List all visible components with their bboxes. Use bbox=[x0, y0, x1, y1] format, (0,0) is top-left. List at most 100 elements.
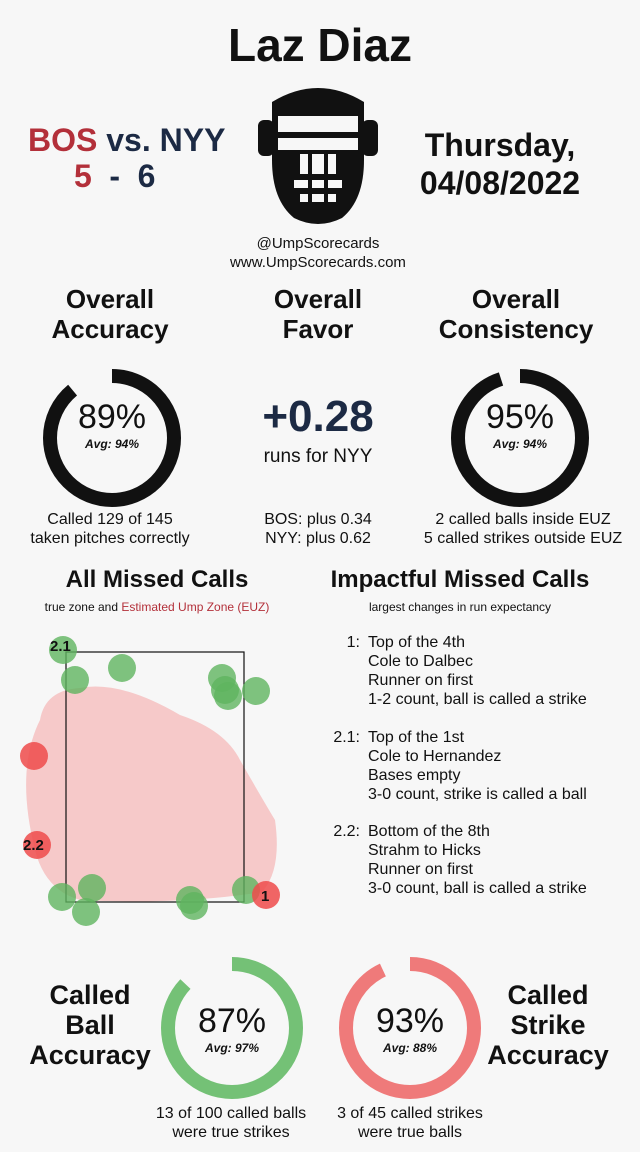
strike-accuracy-caption-line1: 3 of 45 called strikes bbox=[337, 1105, 483, 1122]
consistency-ring-arc bbox=[451, 369, 589, 507]
consistency-ring bbox=[451, 369, 589, 507]
impactful-heading: Impactful Missed Calls bbox=[330, 566, 590, 593]
accuracy-caption-line1: Called 129 of 145 bbox=[47, 511, 173, 528]
impactful-item-2-2: 2.2: Bottom of the 8th Strahm to Hicks R… bbox=[320, 822, 620, 902]
home-score: 6 bbox=[137, 158, 156, 194]
score-dash: - bbox=[109, 158, 121, 194]
matchup: BOS vs. NYY bbox=[28, 122, 225, 159]
accuracy-caption: Called 129 of 145 taken pitches correctl… bbox=[0, 510, 220, 548]
ball-accuracy-heading-line2: Ball bbox=[65, 1010, 115, 1040]
missed-ball-point bbox=[72, 898, 100, 926]
missed-ball-point bbox=[48, 883, 76, 911]
missed-ball-point bbox=[180, 892, 208, 920]
missed-strike-point bbox=[23, 831, 51, 859]
impactful-item-line: Cole to Hernandez bbox=[368, 748, 502, 765]
missed-ball-point bbox=[108, 654, 136, 682]
ball-accuracy-caption: 13 of 100 called balls were true strikes bbox=[128, 1104, 334, 1142]
strike-accuracy-caption-line2: were true balls bbox=[357, 1124, 463, 1141]
missed-call-label: 1 bbox=[261, 888, 269, 905]
impactful-subtitle: largest changes in run expectancy bbox=[368, 600, 552, 614]
home-team: NYY bbox=[159, 122, 226, 158]
impactful-item-line: 1-2 count, ball is called a strike bbox=[368, 691, 587, 708]
ball-accuracy-heading-line1: Called bbox=[49, 980, 131, 1010]
favor-caption: BOS: plus 0.34 NYY: plus 0.62 bbox=[218, 510, 418, 548]
missed-call-label: 2.2 bbox=[23, 837, 44, 854]
ball-accuracy-heading: Called Ball Accuracy bbox=[16, 980, 164, 1070]
impactful-item-line: Cole to Dalbec bbox=[368, 653, 473, 670]
consistency-caption-line1: 2 called balls inside EUZ bbox=[435, 511, 611, 528]
missed-calls-plot: 2.1 2.2 1 bbox=[20, 636, 280, 926]
impactful-item-1: 1: Top of the 4th Cole to Dalbec Runner … bbox=[320, 633, 620, 713]
impactful-item-text: Top of the 1st Cole to Hernandez Bases e… bbox=[368, 728, 587, 804]
missed-ball-point bbox=[214, 682, 242, 710]
impactful-item-line: Top of the 1st bbox=[368, 729, 465, 746]
score: 5 - 6 bbox=[74, 158, 184, 195]
impactful-item-line: Bases empty bbox=[368, 767, 461, 784]
umpire-mask-icon bbox=[258, 88, 378, 224]
favor-caption-line2: NYY: plus 0.62 bbox=[265, 530, 371, 547]
impactful-item-line: 3-0 count, ball is called a strike bbox=[368, 880, 587, 897]
consistency-avg: Avg: 94% bbox=[492, 437, 548, 451]
away-team: BOS bbox=[28, 122, 98, 158]
impactful-item-num: 1: bbox=[346, 634, 360, 651]
accuracy-heading-line1: Overall bbox=[65, 284, 155, 314]
impactful-item-text: Bottom of the 8th Strahm to Hicks Runner… bbox=[368, 822, 587, 898]
ball-accuracy-ring-arc bbox=[161, 957, 303, 1099]
strike-accuracy-ring bbox=[339, 957, 481, 1099]
missed-calls-subtitle-euz: Estimated Ump Zone (EUZ) bbox=[121, 600, 270, 614]
missed-strike-point bbox=[20, 742, 48, 770]
favor-sub: runs for NYY bbox=[263, 446, 373, 467]
consistency-heading-line1: Overall bbox=[471, 284, 561, 314]
impactful-item-line: 3-0 count, strike is called a ball bbox=[368, 786, 587, 803]
ball-accuracy-ring-label: 87% Avg: 97% bbox=[158, 1002, 306, 1055]
missed-calls-subtitle: true zone and Estimated Ump Zone (EUZ) bbox=[10, 600, 304, 614]
credits: @UmpScorecards www.UmpScorecards.com bbox=[0, 234, 636, 272]
accuracy-heading-line2: Accuracy bbox=[51, 314, 169, 344]
strike-zone bbox=[65, 651, 245, 903]
ball-accuracy-heading-line3: Accuracy bbox=[29, 1040, 151, 1070]
favor-heading: Overall Favor bbox=[218, 284, 418, 344]
accuracy-value: 89% bbox=[77, 398, 147, 436]
website-link[interactable]: www.UmpScorecards.com bbox=[230, 254, 406, 271]
strike-accuracy-heading: Called Strike Accuracy bbox=[476, 980, 620, 1070]
favor-heading-line1: Overall bbox=[273, 284, 363, 314]
missed-ball-point bbox=[61, 666, 89, 694]
consistency-caption-line2: 5 called strikes outside EUZ bbox=[423, 530, 623, 547]
strike-accuracy-value: 93% bbox=[375, 1002, 445, 1040]
impactful-item-2-1: 2.1: Top of the 1st Cole to Hernandez Ba… bbox=[320, 728, 620, 808]
consistency-caption: 2 called balls inside EUZ 5 called strik… bbox=[410, 510, 636, 548]
impactful-item-line: Strahm to Hicks bbox=[368, 842, 481, 859]
accuracy-ring-label: 89% Avg: 94% bbox=[40, 398, 184, 451]
consistency-ring-label: 95% Avg: 94% bbox=[448, 398, 592, 451]
missed-ball-point bbox=[78, 874, 106, 902]
away-score: 5 bbox=[74, 158, 92, 194]
ball-accuracy-value: 87% bbox=[197, 1002, 267, 1040]
twitter-handle[interactable]: @UmpScorecards bbox=[256, 235, 380, 252]
strike-accuracy-avg: Avg: 88% bbox=[382, 1041, 438, 1055]
missed-strike-point bbox=[252, 881, 280, 909]
missed-ball-point bbox=[49, 636, 77, 664]
impactful-item-num: 2.1: bbox=[333, 729, 360, 746]
game-date: Thursday, 04/08/2022 bbox=[400, 126, 600, 202]
strike-accuracy-heading-line1: Called bbox=[507, 980, 589, 1010]
consistency-heading-line2: Consistency bbox=[438, 314, 594, 344]
impactful-item-num: 2.2: bbox=[333, 823, 360, 840]
missed-calls-heading: All Missed Calls bbox=[65, 566, 249, 593]
game-date-value: 04/08/2022 bbox=[419, 165, 581, 201]
game-day: Thursday, bbox=[424, 127, 576, 163]
accuracy-ring-arc bbox=[43, 369, 181, 507]
accuracy-caption-line2: taken pitches correctly bbox=[30, 530, 190, 547]
impactful-item-line: Top of the 4th bbox=[368, 634, 465, 651]
strike-accuracy-ring-label: 93% Avg: 88% bbox=[336, 1002, 484, 1055]
favor-caption-line1: BOS: plus 0.34 bbox=[264, 511, 372, 528]
missed-calls-subtitle-prefix: true zone and bbox=[44, 600, 118, 614]
ball-accuracy-caption-line1: 13 of 100 called balls bbox=[155, 1105, 307, 1122]
ball-accuracy-caption-line2: were true strikes bbox=[172, 1124, 290, 1141]
ball-accuracy-avg: Avg: 97% bbox=[204, 1041, 260, 1055]
consistency-value: 95% bbox=[485, 398, 555, 436]
impactful-item-text: Top of the 4th Cole to Dalbec Runner on … bbox=[368, 633, 587, 709]
strike-accuracy-ring-arc bbox=[339, 957, 481, 1099]
impactful-item-line: Bottom of the 8th bbox=[368, 823, 490, 840]
impactful-item-line: Runner on first bbox=[368, 672, 473, 689]
favor-heading-line2: Favor bbox=[282, 314, 354, 344]
